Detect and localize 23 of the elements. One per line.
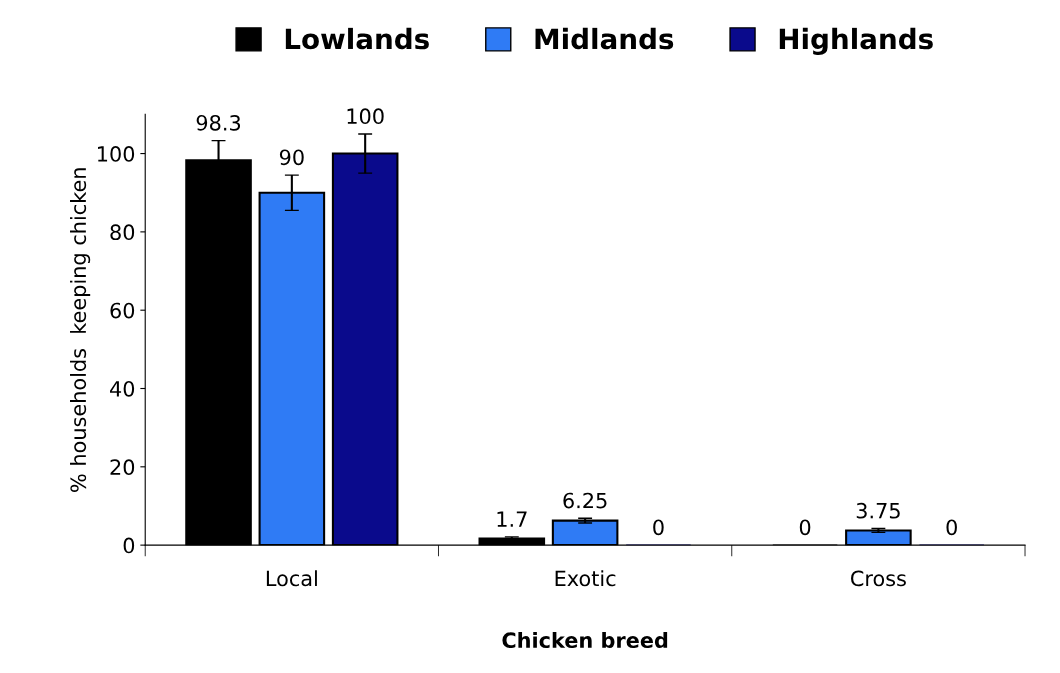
data-label: 100 (347, 108, 384, 125)
y-tick-label: 40 (110, 380, 135, 397)
y-axis-title: % households keeping chicken (70, 168, 91, 492)
legend-label: Midlands (535, 27, 674, 50)
legend-label: Highlands (779, 27, 933, 55)
y-tick-label: 80 (110, 224, 135, 241)
data-label: 90 (279, 149, 304, 166)
x-tick-label: Local (266, 570, 317, 587)
data-label: 0 (946, 519, 957, 536)
y-tick-label: 20 (110, 459, 135, 476)
data-label: 0 (799, 519, 811, 536)
y-tick-label: 60 (110, 302, 135, 319)
y-tick-label: 0 (123, 537, 135, 554)
x-tick-label: Cross (851, 570, 906, 587)
data-label: 3.75 (856, 502, 900, 519)
data-label: 6.25 (563, 492, 607, 509)
data-label: 98.3 (196, 114, 241, 131)
x-tick-label: Exotic (555, 570, 616, 587)
y-tick-label: 100 (98, 146, 135, 162)
data-label: 1.7 (497, 511, 527, 527)
data-label: 0 (653, 519, 664, 536)
legend-label: Lowlands (285, 27, 429, 50)
x-axis-title: Chicken breed (502, 631, 668, 649)
